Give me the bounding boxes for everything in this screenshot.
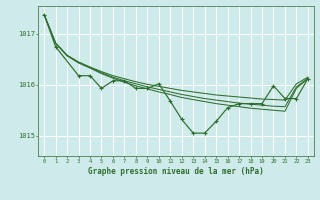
X-axis label: Graphe pression niveau de la mer (hPa): Graphe pression niveau de la mer (hPa) [88, 167, 264, 176]
